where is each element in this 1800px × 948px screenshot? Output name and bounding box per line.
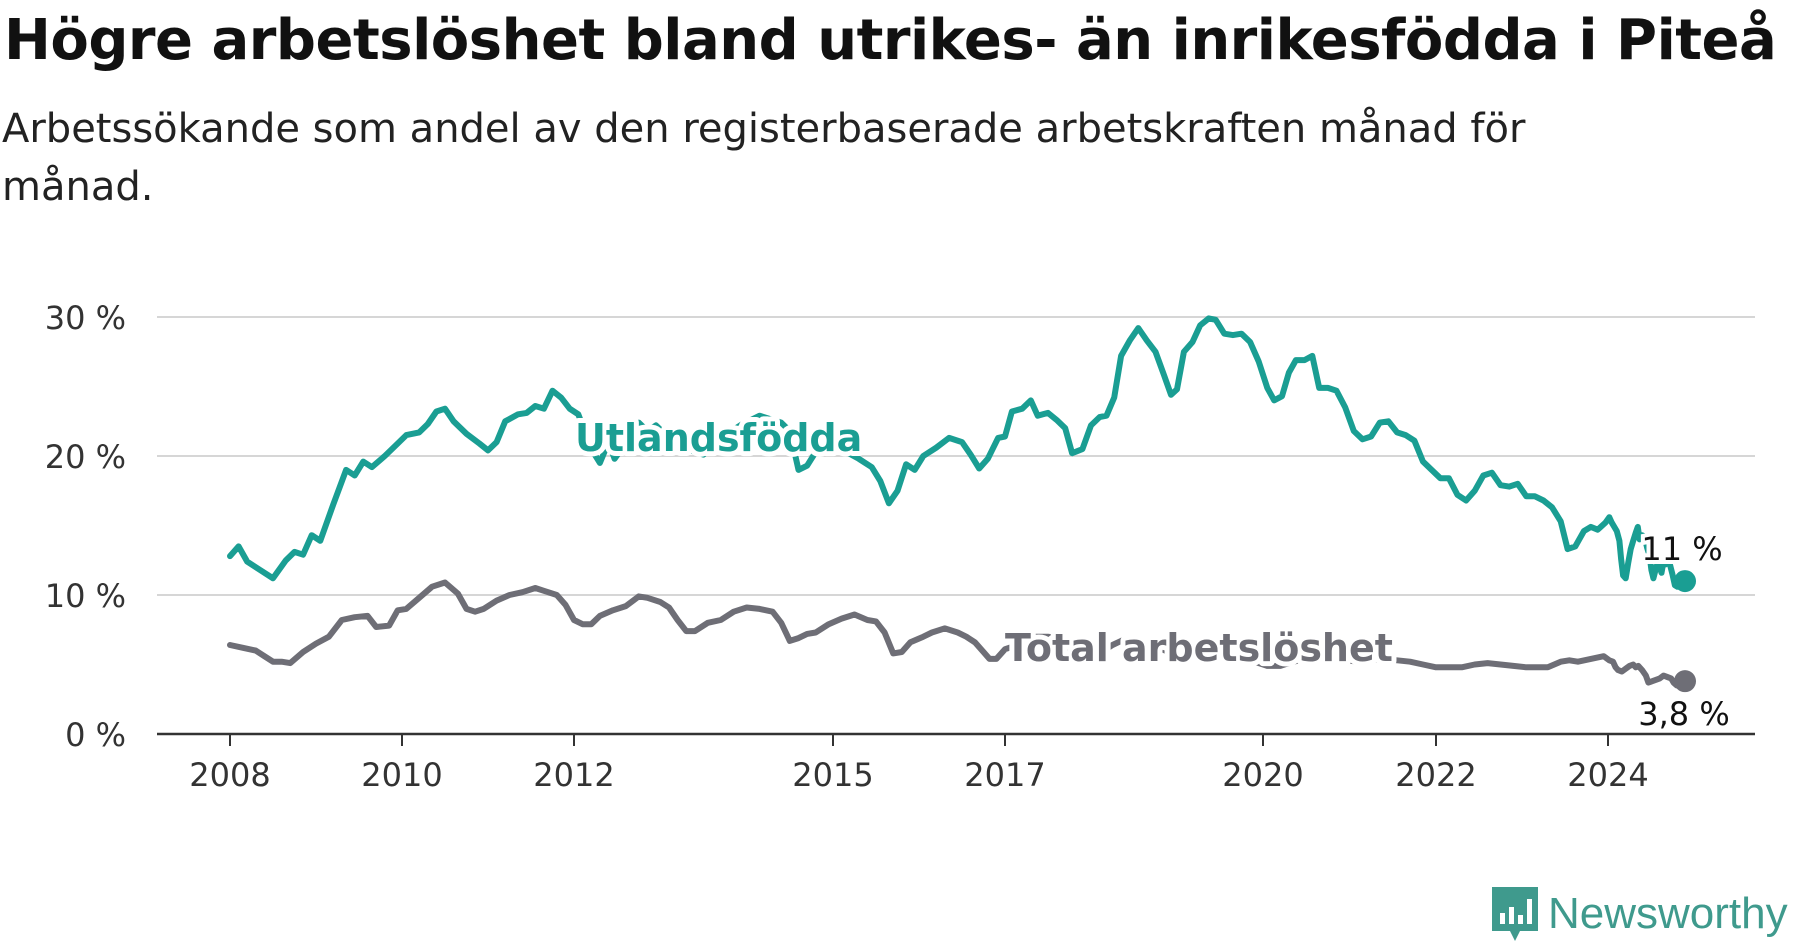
- x-tick-label: 2008: [189, 756, 270, 794]
- series-line-1: [227, 579, 1688, 689]
- newsworthy-logo-text: Newsworthy: [1548, 889, 1788, 938]
- newsworthy-logo: Newsworthy: [1490, 885, 1788, 943]
- series-labels: Utlandsfödda 11 % Total arbetslöshet 3,8 %: [570, 411, 1734, 737]
- series-end-value-label: 3,8 %: [1638, 695, 1729, 733]
- newsworthy-bar-chart-icon: [1492, 887, 1538, 941]
- y-tick-label: 30 %: [45, 299, 126, 337]
- x-tick-label: 2017: [964, 756, 1045, 794]
- x-tick-label: 2012: [533, 756, 614, 794]
- series-end-dot-0: [1674, 570, 1696, 593]
- x-axis-ticks: 2008 2010 2012 2015 2017 2020 2022 2024: [189, 734, 1649, 794]
- series-lines: [227, 315, 1696, 693]
- x-tick-label: 2010: [361, 756, 442, 794]
- y-tick-label: 20 %: [45, 438, 126, 476]
- y-axis-ticks: 0 % 10 % 20 % 30 %: [45, 299, 126, 754]
- chart-title: Högre arbetslöshet bland utrikes- än inr…: [4, 8, 1777, 73]
- y-tick-label: 0 %: [65, 716, 126, 754]
- series-name-label: Utlandsfödda: [575, 416, 862, 460]
- y-tick-label: 10 %: [45, 577, 126, 615]
- x-tick-label: 2015: [792, 756, 873, 794]
- x-tick-label: 2024: [1567, 756, 1648, 794]
- series-name-label: Total arbetslöshet: [1005, 626, 1393, 670]
- x-tick-label: 2020: [1222, 756, 1303, 794]
- gridlines: [157, 316, 1755, 596]
- series-end-value-label: 11 %: [1641, 530, 1722, 568]
- chart-subtitle: Arbetssökande som andel av den registerb…: [2, 106, 1526, 210]
- x-tick-label: 2022: [1395, 756, 1476, 794]
- series-end-dot-1: [1674, 670, 1696, 693]
- series-line-0: [227, 315, 1688, 590]
